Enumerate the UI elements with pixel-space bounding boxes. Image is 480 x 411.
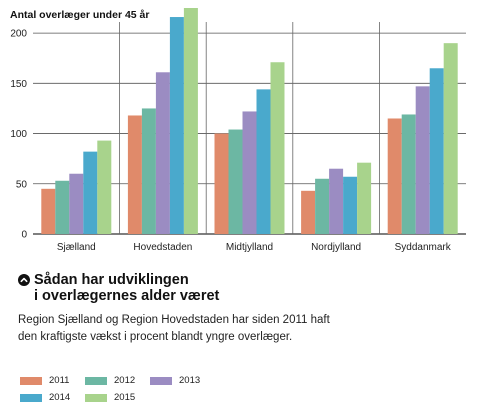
- y-tick-label: 200: [10, 29, 27, 40]
- chevron-up-circle-icon: [18, 274, 30, 286]
- y-tick-label: 50: [16, 179, 28, 190]
- x-tick-label: Nordjylland: [311, 242, 361, 253]
- bar: [155, 72, 170, 234]
- bar: [415, 86, 430, 234]
- bar: [270, 62, 285, 234]
- category-labels: Sjælland Hovedstaden Midtjylland Nordjyllan…: [57, 242, 452, 253]
- legend-label: 2011: [49, 375, 70, 386]
- x-tick-label: Midtjylland: [226, 242, 273, 253]
- bar: [169, 17, 184, 234]
- info-heading: Sådan har udviklingen i overlægernes ald…: [34, 272, 219, 304]
- legend-item: 2011: [20, 375, 69, 386]
- y-tick-label: 150: [10, 79, 27, 90]
- bar: [127, 115, 142, 234]
- bar: [443, 43, 458, 235]
- bar: [256, 89, 271, 234]
- info-title: Sådan har udviklingen i overlægernes ald…: [18, 272, 458, 304]
- legend-swatch: [20, 393, 42, 402]
- x-tick-label: Syddanmark: [395, 242, 452, 253]
- bar: [141, 108, 156, 234]
- bar: [387, 118, 402, 234]
- bar: [343, 176, 358, 234]
- y-axis-title: Antal overlæger under 45 år: [10, 9, 149, 21]
- bar: [357, 162, 372, 234]
- legend-label: 2013: [179, 375, 201, 386]
- bar: [183, 8, 198, 234]
- bar: [315, 178, 330, 234]
- bar: [401, 114, 416, 234]
- legend-swatch: [150, 376, 172, 385]
- bar: [429, 68, 444, 235]
- info-box: Sådan har udviklingen i overlægernes ald…: [18, 272, 458, 346]
- bar: [97, 140, 112, 234]
- legend-item: 2014: [20, 392, 70, 403]
- info-heading-line1: Sådan har udviklingen: [34, 272, 189, 288]
- legend-swatch: [20, 376, 42, 385]
- legend-swatch: [85, 393, 107, 402]
- bar: [329, 168, 344, 234]
- x-tick-label: Sjælland: [57, 242, 96, 253]
- info-heading-line2: i overlægernes alder været: [34, 288, 220, 304]
- legend-item: 2012: [85, 375, 135, 386]
- bar: [242, 111, 257, 234]
- bars: [41, 8, 458, 235]
- bar: [228, 129, 243, 234]
- y-tick-label: 0: [21, 230, 27, 241]
- y-tick-label: 100: [10, 129, 27, 140]
- legend-label: 2014: [49, 392, 71, 403]
- bar: [69, 173, 84, 234]
- legend-item: 2013: [150, 375, 200, 386]
- legend-swatch: [85, 376, 107, 385]
- bar: [83, 151, 98, 234]
- legend-label: 2012: [114, 375, 136, 386]
- bar: [55, 180, 70, 234]
- bar-chart: Antal overlæger under 45 år 0 50 100 150 200…: [10, 8, 466, 253]
- x-tick-label: Hovedstaden: [133, 242, 192, 253]
- bar: [214, 133, 229, 234]
- legend-label: 2015: [114, 392, 136, 403]
- bar: [301, 190, 316, 234]
- info-text: Region Sjælland og Region Hovedstaden ha…: [18, 314, 330, 343]
- legend-item: 2015: [85, 392, 135, 403]
- bar: [41, 188, 56, 234]
